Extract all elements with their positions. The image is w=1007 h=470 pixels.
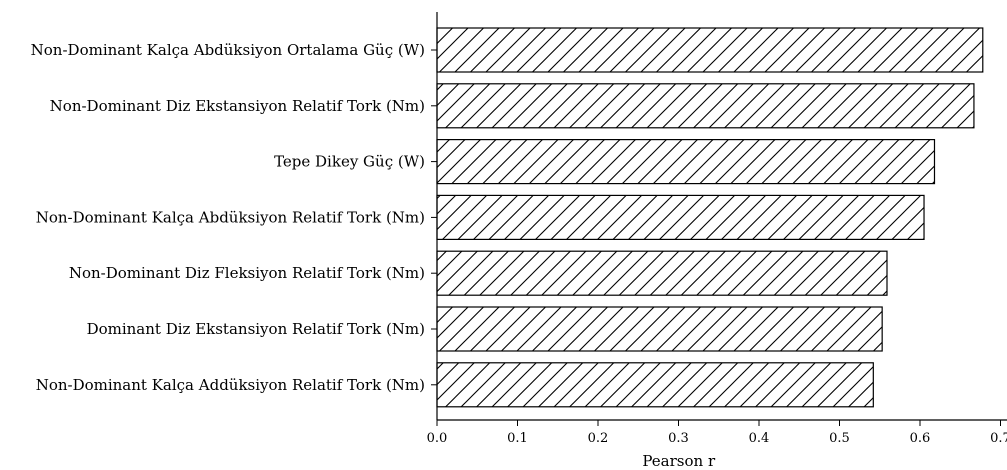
category-label-5: Dominant Diz Ekstansiyon Relatif Tork (N… [87, 320, 425, 338]
x-axis-title: Pearson r [642, 452, 716, 470]
x-tick-label-2: 0.2 [588, 431, 609, 446]
category-label-6: Non-Dominant Kalça Addüksiyon Relatif To… [36, 376, 425, 394]
x-axis: 0.0 0.1 0.2 0.3 0.4 0.5 0.6 0.7 [427, 419, 1007, 446]
x-tick-label-3: 0.3 [668, 431, 689, 446]
bar-1 [436, 83, 975, 129]
x-tick-label-7: 0.7 [990, 431, 1007, 446]
category-label-2: Tepe Dikey Güç (W) [274, 153, 425, 171]
category-label-4: Non-Dominant Diz Fleksiyon Relatif Tork … [69, 264, 425, 282]
bar-4 [436, 250, 888, 296]
bar-6 [436, 362, 874, 408]
category-label-0: Non-Dominant Kalça Abdüksiyon Ortalama G… [31, 41, 425, 59]
bars-group [436, 27, 984, 408]
bar-5 [436, 306, 883, 352]
category-label-1: Non-Dominant Diz Ekstansiyon Relatif Tor… [50, 97, 425, 115]
bar-2 [436, 139, 936, 185]
x-tick-label-5: 0.5 [829, 431, 850, 446]
x-tick-label-4: 0.4 [749, 431, 770, 446]
category-label-3: Non-Dominant Kalça Abdüksiyon Relatif To… [36, 208, 425, 226]
x-tick-label-6: 0.6 [910, 431, 931, 446]
bar-0 [436, 27, 984, 73]
x-tick-label-0: 0.0 [427, 431, 448, 446]
x-tick-label-1: 0.1 [507, 431, 528, 446]
category-labels: Non-Dominant Kalça Abdüksiyon Ortalama G… [31, 41, 437, 394]
bar-3 [436, 194, 925, 240]
